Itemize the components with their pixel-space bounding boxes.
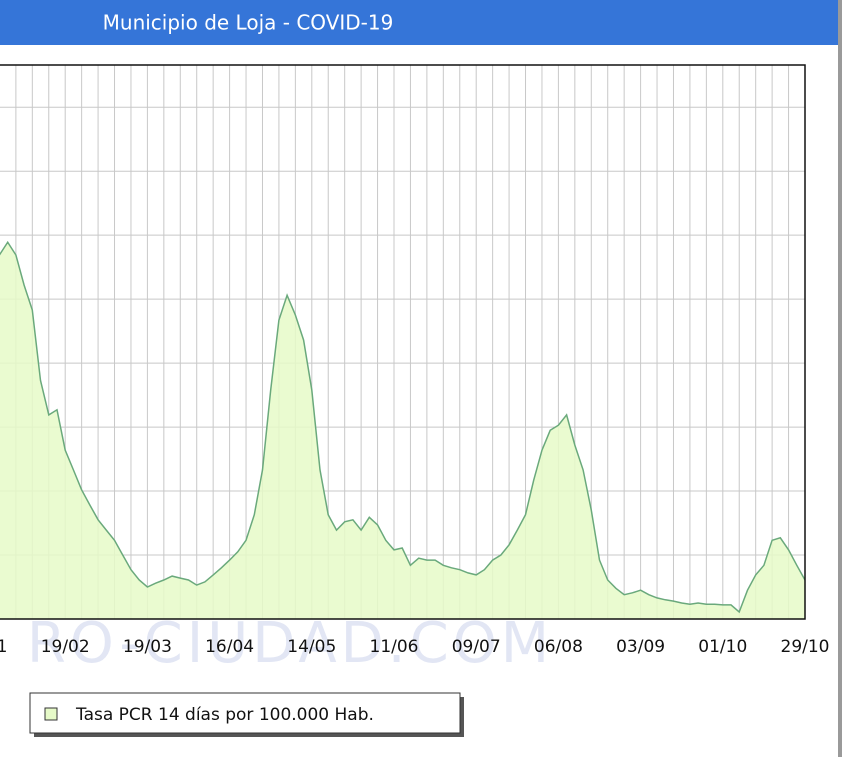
x-tick-label: 19/03: [123, 637, 172, 657]
title-bar: [0, 0, 838, 45]
x-tick-label: 22/01: [0, 637, 8, 657]
plot: [0, 64, 806, 620]
area-fill: [0, 242, 805, 619]
x-tick-label: 19/02: [41, 637, 90, 657]
area-line: [0, 240, 806, 614]
x-tick-label: 09/07: [452, 637, 501, 657]
chart-title: Municipio de Loja - COVID-19: [103, 11, 394, 35]
legend: [29, 692, 461, 734]
x-tick-label: 01/10: [698, 637, 747, 657]
legend-label: Tasa PCR 14 días por 100.000 Hab.: [75, 705, 374, 725]
x-tick-label: 16/04: [205, 637, 254, 657]
legend-swatch: [44, 707, 58, 721]
x-tick-label: 14/05: [287, 637, 336, 657]
x-tick-label: 03/09: [616, 637, 665, 657]
watermark: RO-CIUDAD.COM: [27, 611, 553, 676]
plot-area: [0, 65, 805, 619]
right-border: [838, 0, 842, 757]
x-tick-label: 11/06: [370, 637, 419, 657]
x-tick-label: 06/08: [534, 637, 583, 657]
plot-frame: [0, 64, 806, 620]
x-tick-label: 29/10: [781, 637, 830, 657]
x-axis: 22/01 19/02 19/03 16/04 14/05 11/06 09/07 06/08…: [0, 637, 830, 657]
